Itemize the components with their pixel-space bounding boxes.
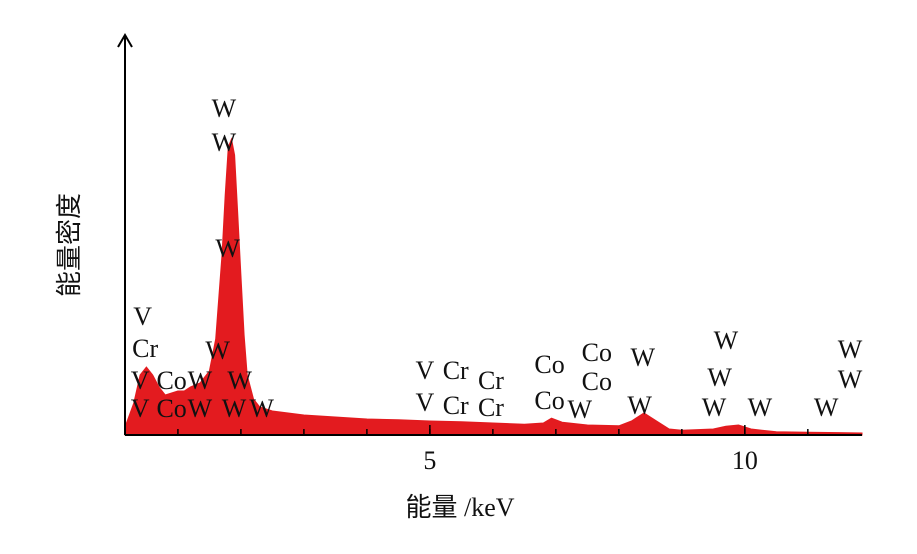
peak-label: W: [707, 363, 732, 392]
peak-label: W: [249, 394, 274, 423]
peak-label: W: [814, 393, 839, 422]
peak-label: W: [748, 393, 773, 422]
peak-label: Cr: [478, 393, 504, 422]
peak-label: W: [212, 128, 237, 157]
peak-label: W: [215, 234, 240, 263]
spectrum-area: [124, 137, 863, 436]
peak-label: W: [627, 391, 652, 420]
peak-label: W: [838, 335, 863, 364]
peak-label: Co: [534, 350, 564, 379]
x-tick-label: 10: [732, 446, 758, 475]
peak-label: V: [415, 356, 434, 385]
peak-label: W: [212, 94, 237, 123]
y-axis-label: 能量密度: [55, 193, 84, 297]
peak-label: W: [631, 343, 656, 372]
x-axis-label: 能量 /keV: [405, 493, 514, 522]
peak-label: W: [838, 365, 863, 394]
peak-label: W: [205, 336, 230, 365]
peak-label: W: [188, 366, 213, 395]
peak-label: W: [222, 394, 247, 423]
peak-label: Co: [534, 386, 564, 415]
peak-label: V: [131, 394, 150, 423]
peak-label: Co: [582, 367, 612, 396]
peak-label: W: [188, 394, 213, 423]
peak-label: Co: [582, 338, 612, 367]
peak-label: Cr: [443, 356, 469, 385]
peak-label: V: [415, 388, 434, 417]
peak-label: W: [714, 326, 739, 355]
y-axis-arrow: [117, 33, 133, 48]
peak-label: V: [133, 302, 152, 331]
peak-label: Co: [156, 394, 186, 423]
peak-label: V: [131, 366, 150, 395]
peak-label: Cr: [478, 366, 504, 395]
x-tick-label: 5: [423, 446, 436, 475]
peak-label: W: [702, 393, 727, 422]
peak-label: W: [568, 395, 593, 424]
peak-label: W: [227, 366, 252, 395]
peak-label: Cr: [443, 391, 469, 420]
peak-label: Cr: [132, 334, 158, 363]
peak-label: Co: [156, 366, 186, 395]
